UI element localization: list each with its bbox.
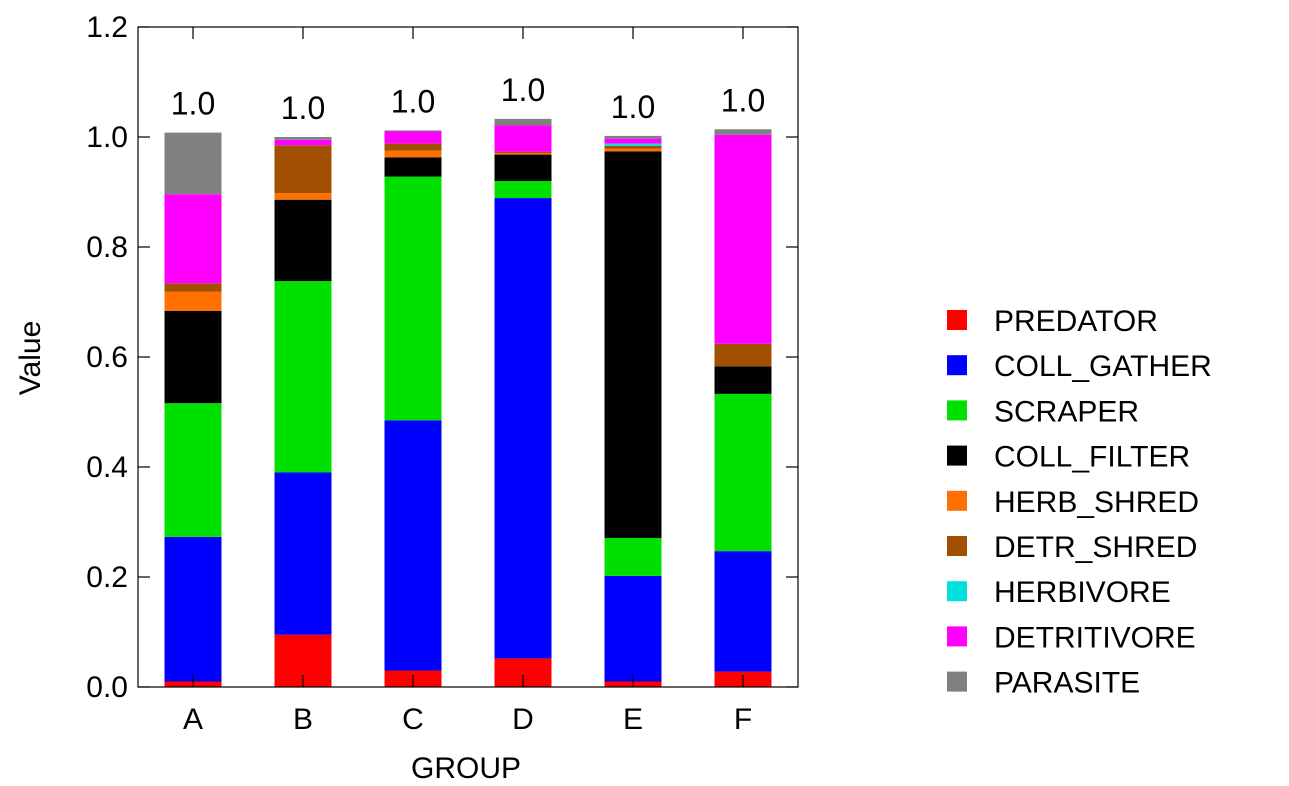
bar-total-label: 1.0	[501, 72, 545, 108]
bar-segment-C-herb-shred	[384, 150, 442, 158]
bar-segment-C-scraper	[384, 176, 442, 421]
bar-segment-D-coll-gather	[494, 198, 552, 659]
bar-segment-C-detr-shred	[384, 143, 442, 151]
x-tick-label: B	[293, 703, 313, 736]
bar-segment-E-parasite	[604, 135, 662, 139]
legend-label: DETR_SHRED	[994, 531, 1197, 564]
y-tick-label: 1.0	[86, 121, 128, 154]
bar-total-label: 1.0	[171, 86, 215, 122]
bar-segment-C-coll-gather	[384, 420, 442, 671]
legend-swatch-predator	[947, 310, 967, 330]
y-tick-label: 0.2	[86, 561, 128, 594]
bar-segment-C-detritivore	[384, 131, 442, 144]
bar-segment-E-detritivore	[604, 138, 662, 144]
bar-segment-B-herb-shred	[274, 193, 332, 200]
bar-segment-D-scraper	[494, 181, 552, 199]
bar-segment-B-coll-filter	[274, 199, 332, 282]
bar-segment-E-scraper	[604, 537, 662, 576]
legend-swatch-detritivore	[947, 626, 967, 647]
y-axis-label: Value	[14, 321, 47, 396]
bar-segment-A-detritivore	[164, 194, 222, 284]
bar-segment-E-detr-shred	[604, 145, 662, 149]
legend-label: PARASITE	[994, 667, 1140, 700]
legend-label: HERBIVORE	[994, 576, 1171, 609]
y-tick-label: 1.2	[86, 11, 128, 44]
legend-swatch-scraper	[947, 400, 967, 421]
bar-segment-D-detr-shred	[494, 151, 552, 153]
bar-total-label: 1.0	[611, 89, 655, 125]
bar-segment-F-coll-filter	[714, 366, 772, 394]
bar-segment-A-parasite	[164, 132, 222, 195]
bar-segment-B-parasite	[274, 137, 332, 140]
x-axis-label: GROUP	[411, 752, 521, 785]
bar-segment-F-detr-shred	[714, 343, 772, 367]
bar-segment-E-herb-shred	[604, 148, 662, 152]
legend: PREDATOR COLL_GATHER SCRAPER COLL_FILTER HER…	[947, 305, 1212, 700]
plot-area	[137, 26, 799, 688]
bar-segment-F-coll-gather	[714, 551, 772, 672]
legend-swatch-coll-gather	[947, 355, 967, 376]
bar-segment-B-detr-shred	[274, 145, 332, 194]
y-axis: 0.0 0.2 0.4 0.6 0.8 1.0 1.2	[86, 11, 798, 704]
bar-segment-B-scraper	[274, 281, 332, 473]
legend-label: PREDATOR	[994, 305, 1158, 338]
legend-swatch-herbivore	[947, 581, 967, 602]
legend-swatch-coll-filter	[947, 445, 967, 466]
bar-segment-A-coll-filter	[164, 310, 222, 404]
x-axis: A B C D E F	[183, 27, 752, 736]
plot-frame	[137, 26, 799, 688]
bar-segment-C-parasite	[384, 130, 442, 132]
bar-segment-E-coll-filter	[604, 151, 662, 538]
bar-segment-E-herbivore	[604, 143, 662, 146]
bar-total-label: 1.0	[721, 82, 765, 118]
bar-totals: 1.0 1.0 1.0 1.0 1.0 1.0	[171, 72, 765, 126]
bar-segment-E-coll-gather	[604, 575, 662, 682]
legend-label: HERB_SHRED	[994, 486, 1199, 519]
y-tick-label: 0.0	[86, 671, 128, 704]
y-tick-label: 0.4	[86, 451, 128, 484]
bar-segment-A-coll-gather	[164, 536, 222, 682]
x-tick-label: A	[183, 703, 203, 736]
y-tick-label: 0.8	[86, 231, 128, 264]
bar-segment-C-coll-filter	[384, 157, 442, 177]
x-tick-label: E	[623, 703, 643, 736]
bar-segment-D-herb-shred	[494, 152, 552, 155]
bar-segment-D-coll-filter	[494, 154, 552, 181]
bar-segment-B-detritivore	[274, 139, 332, 146]
bar-total-label: 1.0	[391, 83, 435, 119]
bar-segment-F-detritivore	[714, 134, 772, 344]
legend-label: SCRAPER	[994, 395, 1139, 428]
bar-segment-A-herb-shred	[164, 291, 222, 311]
bar-segment-B-coll-gather	[274, 472, 332, 635]
x-tick-label: F	[734, 703, 752, 736]
y-tick-label: 0.6	[86, 341, 128, 374]
bar-segment-D-parasite	[494, 118, 552, 126]
bar-segment-A-detr-shred	[164, 283, 222, 292]
legend-label: COLL_FILTER	[994, 441, 1190, 474]
bar-segment-D-detritivore	[494, 125, 552, 152]
bar-segment-A-scraper	[164, 403, 222, 537]
legend-swatch-herb-shred	[947, 490, 967, 511]
bar-segment-F-scraper	[714, 393, 772, 552]
x-tick-label: D	[512, 703, 534, 736]
bar-segment-F-parasite	[714, 129, 772, 135]
legend-label: COLL_GATHER	[994, 350, 1212, 383]
bar-total-label: 1.0	[281, 90, 325, 126]
legend-label: DETRITIVORE	[994, 621, 1196, 654]
legend-swatch-detr-shred	[947, 536, 967, 556]
legend-swatch-parasite	[947, 671, 967, 692]
x-tick-label: C	[402, 703, 424, 736]
